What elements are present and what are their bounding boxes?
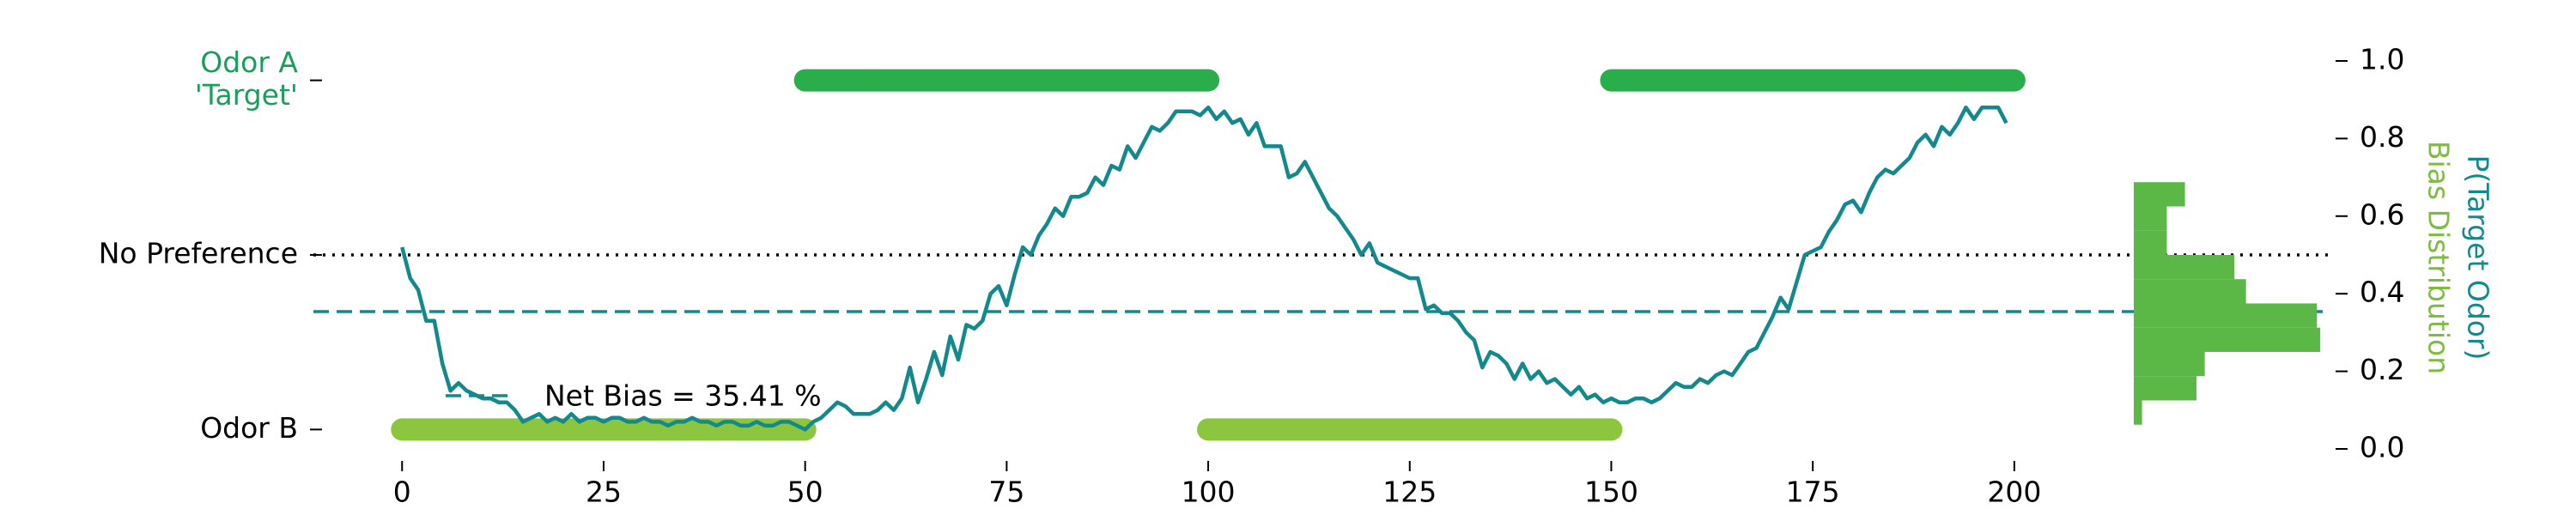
data-line xyxy=(400,105,2008,432)
histogram-bar xyxy=(2134,327,2321,352)
legend-label: Net Bias = 35.41 % xyxy=(544,379,822,413)
histogram-bar xyxy=(2134,206,2167,231)
histogram-bar xyxy=(2134,376,2197,401)
y-tick-label: 0.2 xyxy=(2360,353,2404,386)
x-tick-label: 50 xyxy=(787,476,823,509)
histogram-bar xyxy=(2134,279,2246,304)
x-tick-label: 125 xyxy=(1382,476,1437,509)
histogram-bar xyxy=(2134,182,2185,207)
y-tick-label: 0.0 xyxy=(2360,431,2404,464)
x-tick-label: 100 xyxy=(1182,476,1236,509)
left-tick-label: No Preference xyxy=(99,237,298,270)
histogram-bar xyxy=(2134,303,2318,328)
left-tick-label: Odor B xyxy=(200,411,298,445)
y-axis-label-secondary: Bias Distribution xyxy=(2422,141,2456,374)
y-tick-label: 1.0 xyxy=(2360,43,2404,76)
x-tick-label: 200 xyxy=(1987,476,2041,509)
left-tick-label: Odor A xyxy=(200,45,298,79)
x-tick-label: 25 xyxy=(586,476,622,509)
x-tick-label: 0 xyxy=(393,476,411,509)
x-tick-label: 75 xyxy=(988,476,1024,509)
y-tick-label: 0.4 xyxy=(2360,276,2404,309)
y-tick-label: 0.8 xyxy=(2360,120,2404,154)
x-tick-label: 175 xyxy=(1786,476,1840,509)
histogram-bar xyxy=(2134,230,2167,255)
histogram-bar xyxy=(2134,352,2205,377)
histogram-bar xyxy=(2134,255,2235,280)
x-tick-label: 150 xyxy=(1584,476,1638,509)
y-axis-label: P(Target Odor) xyxy=(2462,155,2495,360)
y-tick-label: 0.6 xyxy=(2360,197,2404,231)
histogram-bar xyxy=(2134,400,2142,425)
left-tick-label: 'Target' xyxy=(195,78,298,112)
